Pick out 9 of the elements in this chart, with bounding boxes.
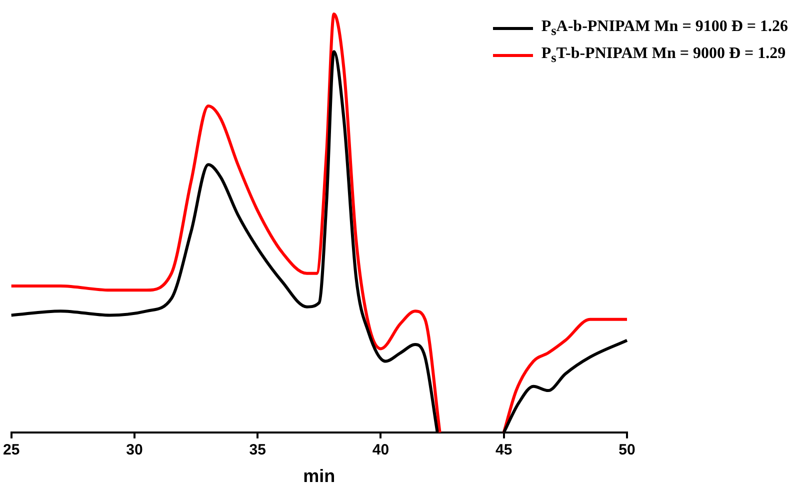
x-tick-label: 50 (618, 442, 636, 459)
x-tick-label: 45 (496, 442, 512, 459)
x-tick-label: 35 (249, 442, 266, 459)
legend-label: P$_{s}$A-b-PNIPAM Mn = 9100 Đ = 1.26 (541, 18, 788, 40)
x-axis-title: min (303, 466, 336, 486)
x-tick-label: 40 (372, 442, 390, 459)
legend-label: P$_{s}$T-b-PNIPAM Mn = 9000 Đ = 1.29 (541, 45, 786, 66)
x-tick-label: 30 (126, 442, 143, 459)
x-tick-label: 25 (3, 442, 20, 459)
